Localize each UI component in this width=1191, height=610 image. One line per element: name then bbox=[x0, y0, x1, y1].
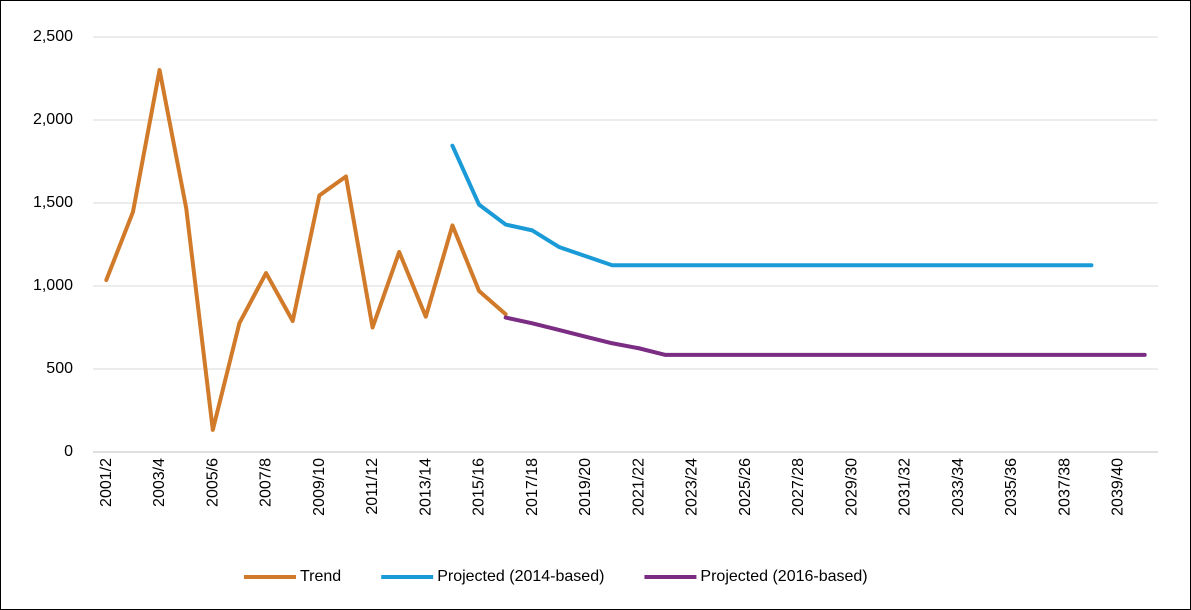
x-tick-label: 2025/26 bbox=[737, 458, 754, 516]
y-tick-label: 2,000 bbox=[33, 111, 73, 128]
x-tick-label: 2033/34 bbox=[950, 458, 967, 516]
x-tick-label: 2015/16 bbox=[471, 458, 488, 516]
x-tick-label: 2017/18 bbox=[524, 458, 541, 516]
x-tick-label: 2037/38 bbox=[1056, 458, 1073, 516]
x-tick-label: 2031/32 bbox=[897, 458, 914, 516]
series-line bbox=[450, 143, 1094, 268]
x-tick-label: 2027/28 bbox=[790, 458, 807, 516]
legend-label: Trend bbox=[300, 568, 341, 585]
x-tick-label: 2007/8 bbox=[258, 458, 275, 507]
x-tick-label: 2039/40 bbox=[1110, 458, 1127, 516]
y-tick-label: 1,500 bbox=[33, 194, 73, 211]
x-tick-label: 2023/24 bbox=[684, 458, 701, 516]
x-tick-label: 2035/36 bbox=[1003, 458, 1020, 516]
x-tick-label: 2011/12 bbox=[364, 458, 381, 515]
y-tick-label: 2,500 bbox=[33, 28, 73, 45]
x-tick-label: 2019/20 bbox=[577, 458, 594, 516]
legend-label: Projected (2016-based) bbox=[700, 568, 867, 585]
legend-label: Projected (2014-based) bbox=[437, 568, 604, 585]
x-tick-label: 2021/22 bbox=[630, 458, 647, 516]
series-line bbox=[503, 315, 1147, 357]
y-tick-label: 0 bbox=[64, 443, 73, 460]
series-line bbox=[104, 68, 508, 432]
y-tick-label: 500 bbox=[46, 360, 73, 377]
x-tick-label: 2029/30 bbox=[843, 458, 860, 516]
x-tick-label: 2009/10 bbox=[311, 458, 328, 516]
x-tick-label: 2005/6 bbox=[204, 458, 221, 507]
x-tick-label: 2001/2 bbox=[98, 458, 115, 507]
x-tick-label: 2013/14 bbox=[417, 458, 434, 516]
y-tick-label: 1,000 bbox=[33, 277, 73, 294]
x-tick-label: 2003/4 bbox=[151, 458, 168, 507]
